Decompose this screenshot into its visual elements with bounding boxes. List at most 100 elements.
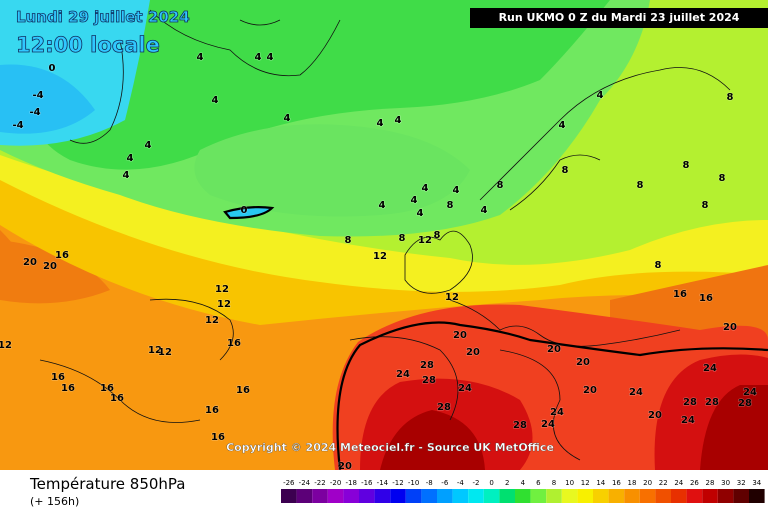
contour-label: 12 <box>418 235 432 246</box>
legend-swatch <box>717 489 734 503</box>
contour-label: 4 <box>255 52 262 63</box>
contour-label: 20 <box>43 261 57 272</box>
contour-label: 8 <box>399 233 406 244</box>
contour-label: 24 <box>458 383 472 394</box>
contour-label: 28 <box>420 360 434 371</box>
contour-label: 8 <box>497 180 504 191</box>
legend-tick-label: 30 <box>721 479 730 487</box>
contour-label: 8 <box>434 230 441 241</box>
contour-label: 16 <box>55 250 69 261</box>
legend-swatch <box>686 489 703 503</box>
valid-date: Lundi 29 juillet 2024 <box>16 8 190 26</box>
field-deep-red <box>380 385 768 470</box>
contour-label: 4 <box>453 185 460 196</box>
contour-label: 16 <box>236 385 250 396</box>
contour-label: 20 <box>453 330 467 341</box>
contour-label: 24 <box>681 415 695 426</box>
legend-tick-label: -26 <box>283 479 295 487</box>
legend-tick-label: 6 <box>536 479 541 487</box>
legend-swatch <box>327 489 344 503</box>
legend-tick-label: -20 <box>330 479 341 487</box>
legend-tick-label: 8 <box>552 479 556 487</box>
legend-tick-label: 4 <box>521 479 526 487</box>
contour-label: 8 <box>727 92 734 103</box>
legend-swatch <box>437 489 453 503</box>
contour-label: 4 <box>395 115 402 126</box>
legend-tick-label: 22 <box>659 479 668 487</box>
legend-tick-label: 10 <box>565 479 574 487</box>
legend-tick-label: -4 <box>457 479 465 487</box>
legend-tick-label: 14 <box>596 479 605 487</box>
contour-label: 4 <box>123 170 130 181</box>
contour-label: 16 <box>51 372 65 383</box>
contour-label: 4 <box>145 140 152 151</box>
legend-swatch <box>546 489 562 503</box>
contour-label: 16 <box>61 383 75 394</box>
legend-swatch <box>296 489 313 503</box>
contour-label: 8 <box>719 173 726 184</box>
contour-label: 20 <box>23 257 37 268</box>
contour-label: 28 <box>683 397 697 408</box>
legend-tick-label: -12 <box>392 479 403 487</box>
contour-label: 16 <box>673 289 687 300</box>
legend-swatch <box>671 489 687 503</box>
legend-swatch <box>639 489 656 503</box>
contour-label: 20 <box>723 322 737 333</box>
legend-swatch <box>655 489 671 503</box>
legend-swatch <box>515 489 531 503</box>
contour-label: 12 <box>215 284 229 295</box>
legend-swatch <box>421 489 437 503</box>
contour-label: 24 <box>743 387 757 398</box>
contour-label: -4 <box>12 120 23 131</box>
contour-label: 24 <box>550 407 564 418</box>
legend-tick-label: -8 <box>426 479 433 487</box>
legend-swatch <box>608 489 625 503</box>
valid-time: 12:00 locale <box>16 33 160 57</box>
copyright: Copyright © 2024 Meteociel.fr - Source U… <box>226 441 554 454</box>
legend-swatch <box>624 489 640 503</box>
color-legend: -26 -24 -22 -20 -18 -16 -14 -12 -10 -8 -6 -4 -2 0 2 4 6 8… <box>281 479 765 503</box>
legend-swatch <box>577 489 593 503</box>
legend-swatch <box>561 489 578 503</box>
legend-tick-label: 26 <box>690 479 699 487</box>
legend-swatch <box>374 489 391 503</box>
legend-swatch <box>343 489 359 503</box>
contour-label: 12 <box>373 251 387 262</box>
contour-label: 28 <box>422 375 436 386</box>
contour-label: 24 <box>541 419 555 430</box>
legend-tick-label: 24 <box>674 479 683 487</box>
legend-tick-label: -18 <box>345 479 356 487</box>
contour-label: 16 <box>110 393 124 404</box>
field-dark-orange <box>0 230 110 304</box>
contour-label: 4 <box>212 95 219 106</box>
contour-label: -4 <box>32 90 43 101</box>
contour-label: 16 <box>100 383 114 394</box>
legend-tick-label: 0 <box>489 479 493 487</box>
contour-label: 8 <box>562 165 569 176</box>
contour-label: 4 <box>284 113 291 124</box>
contour-label: 0 <box>241 205 248 216</box>
contour-label: 8 <box>655 260 662 271</box>
contour-label: 4 <box>559 120 566 131</box>
legend-tick-label: 32 <box>737 479 746 487</box>
legend-swatch <box>405 489 422 503</box>
zero-contour <box>223 206 275 220</box>
contour-label: 24 <box>396 369 410 380</box>
thick-contour <box>336 321 768 471</box>
legend-tick-label: 12 <box>581 479 590 487</box>
footer-title: Température 850hPa <box>29 475 186 493</box>
contour-label: 4 <box>127 153 134 164</box>
field-blue-cyan <box>0 64 95 134</box>
contour-label: 16 <box>205 405 219 416</box>
legend-swatch <box>390 489 406 503</box>
run-box <box>470 8 768 28</box>
field-green-blob <box>194 124 470 217</box>
contour-label: 4 <box>481 205 488 216</box>
legend-tick-label: -24 <box>299 479 311 487</box>
legend-tick-label: 20 <box>643 479 652 487</box>
legend-swatch <box>359 489 375 503</box>
contour-label: 8 <box>683 160 690 171</box>
contour-label: 24 <box>629 387 643 398</box>
